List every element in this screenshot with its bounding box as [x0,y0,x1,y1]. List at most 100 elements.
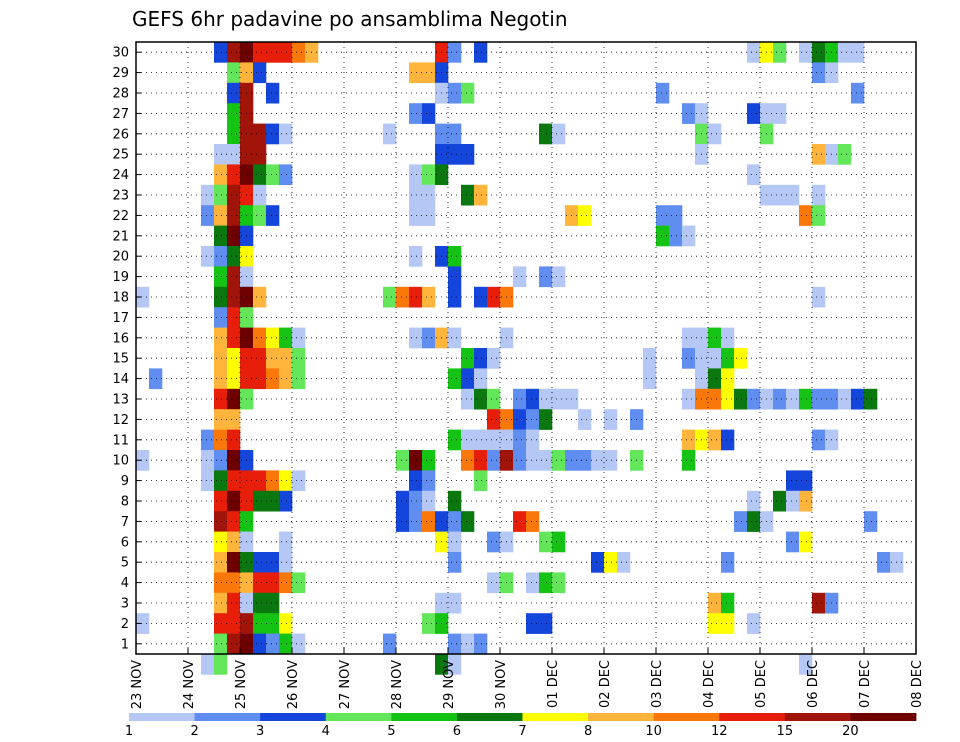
heatmap-cell [409,490,423,512]
heatmap-cell [279,164,293,186]
x-axis: 23 NOV 24 NOV 25 NOV 26 NOV 27 NOV 28 NOV 29 N… [130,648,925,709]
heatmap-cell [708,123,722,145]
colorbar-swatch [260,713,327,721]
heatmap-cell [448,266,462,288]
heatmap-cell [214,388,228,410]
heatmap-cell [812,388,826,410]
heatmap-cell [422,286,436,308]
x-tick-label: 27 NOV [338,660,353,709]
heatmap-cell [227,592,241,614]
heatmap-cell [266,368,280,390]
heatmap-cell [773,490,787,512]
colorbar-swatch [719,713,786,721]
heatmap-cell [877,552,891,573]
x-tick-label: 30 NOV [494,660,509,709]
heatmap-cell [214,409,228,430]
heatmap-cell [448,42,462,63]
heatmap-cell [461,184,475,206]
heatmap-cell [253,368,267,390]
heatmap-cell [279,42,293,63]
heatmap-cell [721,368,735,390]
heatmap-cell [513,450,527,471]
heatmap-cell [214,225,228,247]
heatmap-cell [227,511,241,532]
heatmap-cell [656,82,670,104]
y-tick-label: 21 [112,229,129,244]
plot-frame [135,41,917,655]
heatmap-cell [409,62,423,84]
heatmap-cell [461,388,475,410]
heatmap-cell [214,144,228,165]
heatmap-cell [227,552,241,573]
heatmap-cell [539,613,553,634]
heatmap-cell [266,348,280,369]
heatmap-cell [513,511,527,532]
heatmap-cell [422,490,436,512]
heatmap-cell [227,572,241,594]
x-tick-label: 03 DEC [650,660,665,708]
heatmap-cell [526,450,540,471]
x-tick-label: 05 DEC [754,660,769,708]
heatmap-cell [812,205,826,226]
heatmap-cell [487,450,501,471]
heatmap-cell [409,470,423,492]
heatmap-cell [422,450,436,471]
heatmap-cell [253,144,267,165]
heatmap-cell [227,470,241,492]
heatmap-cell [461,511,475,532]
colorbar-swatch [391,713,458,721]
heatmap-cell [227,144,241,165]
heatmap-cell [266,327,280,349]
heatmap-cell [383,633,397,655]
heatmap-cell [708,613,722,634]
heatmap-cell [747,490,761,512]
heatmap-cell [448,327,462,349]
heatmap-cell [721,429,735,451]
heatmap-cell [292,42,306,63]
heatmap-cell [201,205,215,226]
y-tick-label: 15 [112,352,129,367]
colorbar-swatch [325,713,392,721]
heatmap-cell [214,327,228,349]
heatmap-cell [539,266,553,288]
heatmap-cell [773,388,787,410]
heatmap-cell [253,348,267,369]
heatmap-cell [214,429,228,451]
heatmap-cell [799,654,813,675]
heatmap-cell [786,531,800,553]
heatmap-cell [552,450,566,471]
y-tick-label: 25 [112,148,129,163]
heatmap-cell [253,572,267,594]
y-tick-label: 28 [112,87,129,102]
heatmap-cell [539,123,553,145]
heatmap-cell [513,388,527,410]
heatmap-cell [409,511,423,532]
y-tick-label: 17 [112,311,129,326]
heatmap-cell [227,82,241,104]
heatmap-cell [461,450,475,471]
heatmap-cell [786,490,800,512]
colorbar-swatch [194,713,261,721]
heatmap-cell [227,103,241,124]
colorbar-swatch [456,713,523,721]
heatmap-cell [721,552,735,573]
heatmap-cell [513,409,527,430]
heatmap-cell [227,164,241,186]
heatmap-cell [214,654,228,675]
heatmap-cell [214,368,228,390]
heatmap-cell [266,592,280,614]
x-tick-label: 07 DEC [858,660,873,708]
colorbar-label: 20 [842,724,859,739]
heatmap-cell [708,368,722,390]
heatmap-cell [396,511,410,532]
heatmap-cell [422,103,436,124]
heatmap-cell [279,531,293,553]
y-tick-label: 20 [112,250,129,265]
heatmap-cell [201,246,215,267]
heatmap-cell [201,184,215,206]
y-tick-label: 2 [121,617,129,632]
y-tick-label: 30 [112,46,129,61]
heatmap-cell [227,327,241,349]
heatmap-cell [838,42,852,63]
heatmap-cell [812,144,826,165]
